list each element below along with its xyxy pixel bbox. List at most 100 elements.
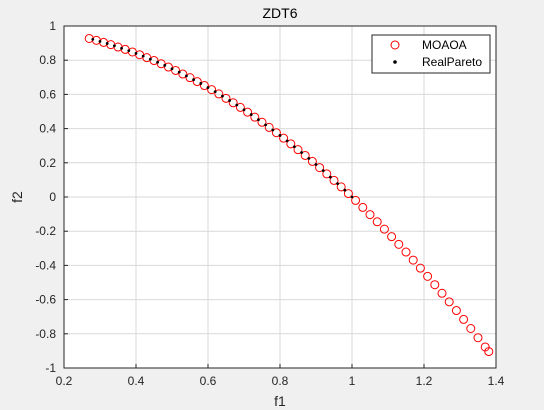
realpareto-point (127, 49, 131, 53)
realpareto-point (336, 182, 339, 186)
x-tick-label: 0.6 (200, 374, 217, 388)
moaoa-point (300, 150, 310, 160)
realpareto-point (329, 175, 332, 179)
moaoa-point (336, 182, 346, 192)
realpareto-point (163, 63, 167, 67)
moaoa-point (307, 156, 317, 166)
moaoa-point (257, 117, 267, 127)
realpareto-point (120, 46, 123, 50)
moaoa-point (322, 169, 332, 179)
x-tick-label: 1.2 (416, 374, 433, 388)
moaoa-point (149, 56, 159, 66)
moaoa-point (372, 217, 382, 227)
moaoa-point (199, 81, 209, 91)
legend: MOAOA RealPareto (371, 34, 491, 74)
x-axis-label: f1 (274, 393, 286, 409)
y-tick-label: -0.2 (35, 224, 56, 238)
realpareto-point (350, 195, 354, 199)
y-tick-label: -0.8 (35, 327, 56, 341)
moaoa-point (459, 314, 469, 324)
realpareto-point (192, 78, 196, 82)
y-tick-label: 0.6 (39, 87, 56, 101)
realpareto-point (264, 123, 267, 127)
moaoa-point (437, 288, 447, 298)
moaoa-point (394, 239, 404, 249)
moaoa-point (358, 202, 368, 212)
y-tick-label: 0.2 (39, 156, 56, 170)
realpareto-point (235, 103, 239, 107)
y-tick-label: 1 (49, 19, 56, 33)
y-axis-label: f2 (9, 191, 25, 203)
moaoa-point (408, 255, 418, 265)
realpareto-point (249, 113, 253, 116)
moaoa-point (228, 98, 238, 108)
realpareto-point (271, 128, 275, 132)
moaoa-point (243, 107, 253, 117)
realpareto-point (321, 169, 325, 173)
realpareto-point (149, 57, 152, 61)
legend-label-moaoa: MOAOA (422, 38, 467, 52)
realpareto-point (257, 118, 260, 122)
realpareto-point (221, 94, 224, 98)
series-layer (84, 33, 494, 357)
realpareto-point (113, 44, 116, 48)
x-tick-label: 0.8 (272, 374, 289, 388)
moaoa-point (156, 59, 166, 69)
realpareto-point (206, 86, 210, 89)
moaoa-point (473, 333, 483, 343)
moaoa-point (286, 139, 296, 149)
realpareto-point (105, 42, 109, 45)
moaoa-point (401, 247, 411, 257)
y-tick-label: 0 (49, 190, 56, 204)
moaoa-point (430, 280, 440, 290)
realpareto-point (242, 108, 246, 112)
realpareto-point (185, 74, 188, 78)
axes-layer: 0.2 0.4 0.6 0.8 1 1.2 1.4 -1 -0.8 -0.6 -0.4 -0.2 0 0.… (35, 19, 504, 388)
realpareto-point (177, 70, 181, 74)
moaoa-point (365, 210, 375, 220)
moaoa-point (235, 102, 245, 112)
realpareto-point (98, 39, 102, 43)
moaoa-point (423, 271, 433, 281)
moaoa-point (279, 133, 289, 143)
moaoa-point (484, 347, 494, 357)
moaoa-point (192, 77, 202, 87)
moaoa-point (250, 112, 260, 122)
realpareto-point (228, 99, 232, 102)
moaoa-point (315, 163, 325, 173)
moaoa-point (271, 128, 281, 138)
moaoa-point (207, 85, 217, 95)
moaoa-point (293, 145, 303, 155)
moaoa-point (221, 93, 231, 103)
realpareto-point (293, 145, 296, 149)
moaoa-point (466, 323, 476, 333)
legend-label-realpareto: RealPareto (422, 55, 482, 69)
realpareto-point (213, 90, 217, 94)
x-tick-label: 0.2 (56, 374, 73, 388)
moaoa-point (163, 62, 173, 72)
x-tick-label: 1.4 (488, 374, 505, 388)
legend-box (371, 34, 491, 74)
realpareto-point (156, 60, 160, 64)
realpareto-point (314, 163, 318, 166)
realpareto-point (141, 54, 145, 58)
moaoa-point (214, 89, 224, 99)
moaoa-point (444, 297, 454, 307)
moaoa-point (415, 263, 425, 273)
realpareto-point (91, 37, 95, 41)
realpareto-point (307, 156, 311, 160)
realpareto-point (300, 151, 303, 154)
realpareto-point (199, 82, 203, 85)
moaoa-point (178, 69, 188, 79)
x-tick-label: 0.4 (128, 374, 145, 388)
y-tick-label: 0.8 (39, 53, 56, 67)
realpareto-point (285, 139, 289, 143)
tick-layer: 0.2 0.4 0.6 0.8 1 1.2 1.4 -1 -0.8 -0.6 -0.4 -0.2 0 0.… (35, 19, 504, 388)
y-tick-label: -0.4 (35, 258, 56, 272)
chart-title: ZDT6 (263, 5, 298, 21)
realpareto-point (278, 134, 282, 137)
legend-marker-moaoa (390, 40, 400, 50)
legend-marker-realpareto (393, 60, 397, 64)
